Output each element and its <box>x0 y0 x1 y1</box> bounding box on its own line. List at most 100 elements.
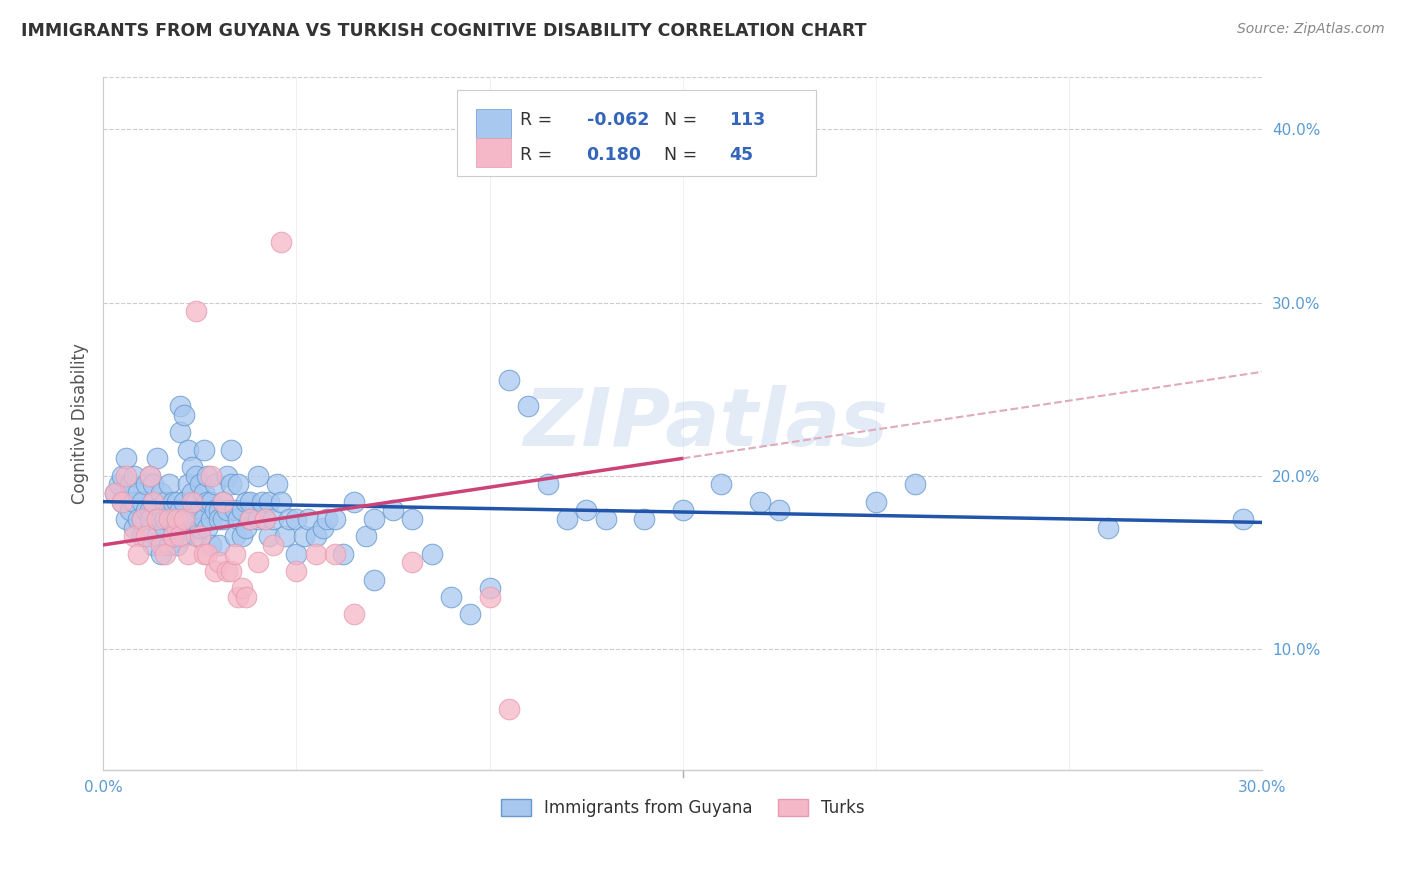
Point <box>135 503 157 517</box>
Point <box>157 512 180 526</box>
Point <box>354 529 377 543</box>
Point <box>231 503 253 517</box>
Point <box>228 590 250 604</box>
Point <box>173 494 195 508</box>
Point <box>212 494 235 508</box>
Point <box>166 494 188 508</box>
Point <box>212 494 235 508</box>
Legend: Immigrants from Guyana, Turks: Immigrants from Guyana, Turks <box>495 792 872 824</box>
Point <box>235 494 257 508</box>
Point <box>208 538 231 552</box>
Point <box>246 555 269 569</box>
Text: 113: 113 <box>730 111 765 128</box>
Point <box>173 529 195 543</box>
Point <box>478 590 501 604</box>
Point <box>181 494 204 508</box>
Point <box>131 494 153 508</box>
Point <box>710 477 733 491</box>
Point <box>323 512 346 526</box>
Point <box>363 573 385 587</box>
Point <box>184 468 207 483</box>
Point <box>246 468 269 483</box>
Point <box>135 529 157 543</box>
Point <box>768 503 790 517</box>
Point <box>285 547 308 561</box>
Point <box>204 477 226 491</box>
Point <box>142 538 165 552</box>
Point <box>138 503 160 517</box>
Point <box>285 564 308 578</box>
Point <box>305 547 328 561</box>
Point <box>633 512 655 526</box>
Text: R =: R = <box>520 111 558 128</box>
Point <box>904 477 927 491</box>
Point <box>270 235 292 249</box>
Point <box>254 512 277 526</box>
Point <box>197 468 219 483</box>
Point <box>235 520 257 534</box>
Point <box>228 477 250 491</box>
Point <box>169 425 191 440</box>
Point <box>162 529 184 543</box>
Point <box>224 547 246 561</box>
Point <box>231 529 253 543</box>
Text: Source: ZipAtlas.com: Source: ZipAtlas.com <box>1237 22 1385 37</box>
Point <box>127 486 149 500</box>
Point <box>224 529 246 543</box>
Point <box>184 494 207 508</box>
Point <box>478 581 501 595</box>
Point <box>193 547 215 561</box>
Point <box>277 512 299 526</box>
Point <box>115 468 138 483</box>
Point <box>188 529 211 543</box>
Point <box>142 494 165 508</box>
Point <box>215 564 238 578</box>
Point <box>188 477 211 491</box>
Point <box>208 512 231 526</box>
Point <box>316 512 339 526</box>
Point <box>157 538 180 552</box>
Point <box>122 468 145 483</box>
Point <box>420 547 443 561</box>
Point <box>343 494 366 508</box>
Point <box>150 512 173 526</box>
Point <box>122 529 145 543</box>
Point <box>131 529 153 543</box>
Point <box>228 512 250 526</box>
Point <box>162 529 184 543</box>
Point <box>262 512 284 526</box>
Point <box>181 486 204 500</box>
Text: N =: N = <box>664 145 703 164</box>
Point <box>266 477 288 491</box>
Point <box>181 460 204 475</box>
Point <box>208 555 231 569</box>
Point <box>115 451 138 466</box>
Point <box>193 486 215 500</box>
Point <box>169 400 191 414</box>
Text: 0.180: 0.180 <box>586 145 641 164</box>
Point <box>127 547 149 561</box>
Point <box>146 451 169 466</box>
Point <box>536 477 558 491</box>
Point <box>440 590 463 604</box>
Point <box>204 503 226 517</box>
Point <box>270 494 292 508</box>
Point <box>1232 512 1254 526</box>
Point <box>239 512 262 526</box>
Point <box>184 529 207 543</box>
Point <box>162 512 184 526</box>
Point <box>166 538 188 552</box>
Point <box>150 547 173 561</box>
Point <box>200 468 222 483</box>
Point <box>131 512 153 526</box>
Point <box>173 512 195 526</box>
Point <box>104 486 127 500</box>
Point <box>188 520 211 534</box>
Point <box>193 442 215 457</box>
Point <box>120 477 142 491</box>
Point <box>157 503 180 517</box>
Point <box>138 468 160 483</box>
Point <box>555 512 578 526</box>
Point <box>107 477 129 491</box>
Point <box>111 494 134 508</box>
